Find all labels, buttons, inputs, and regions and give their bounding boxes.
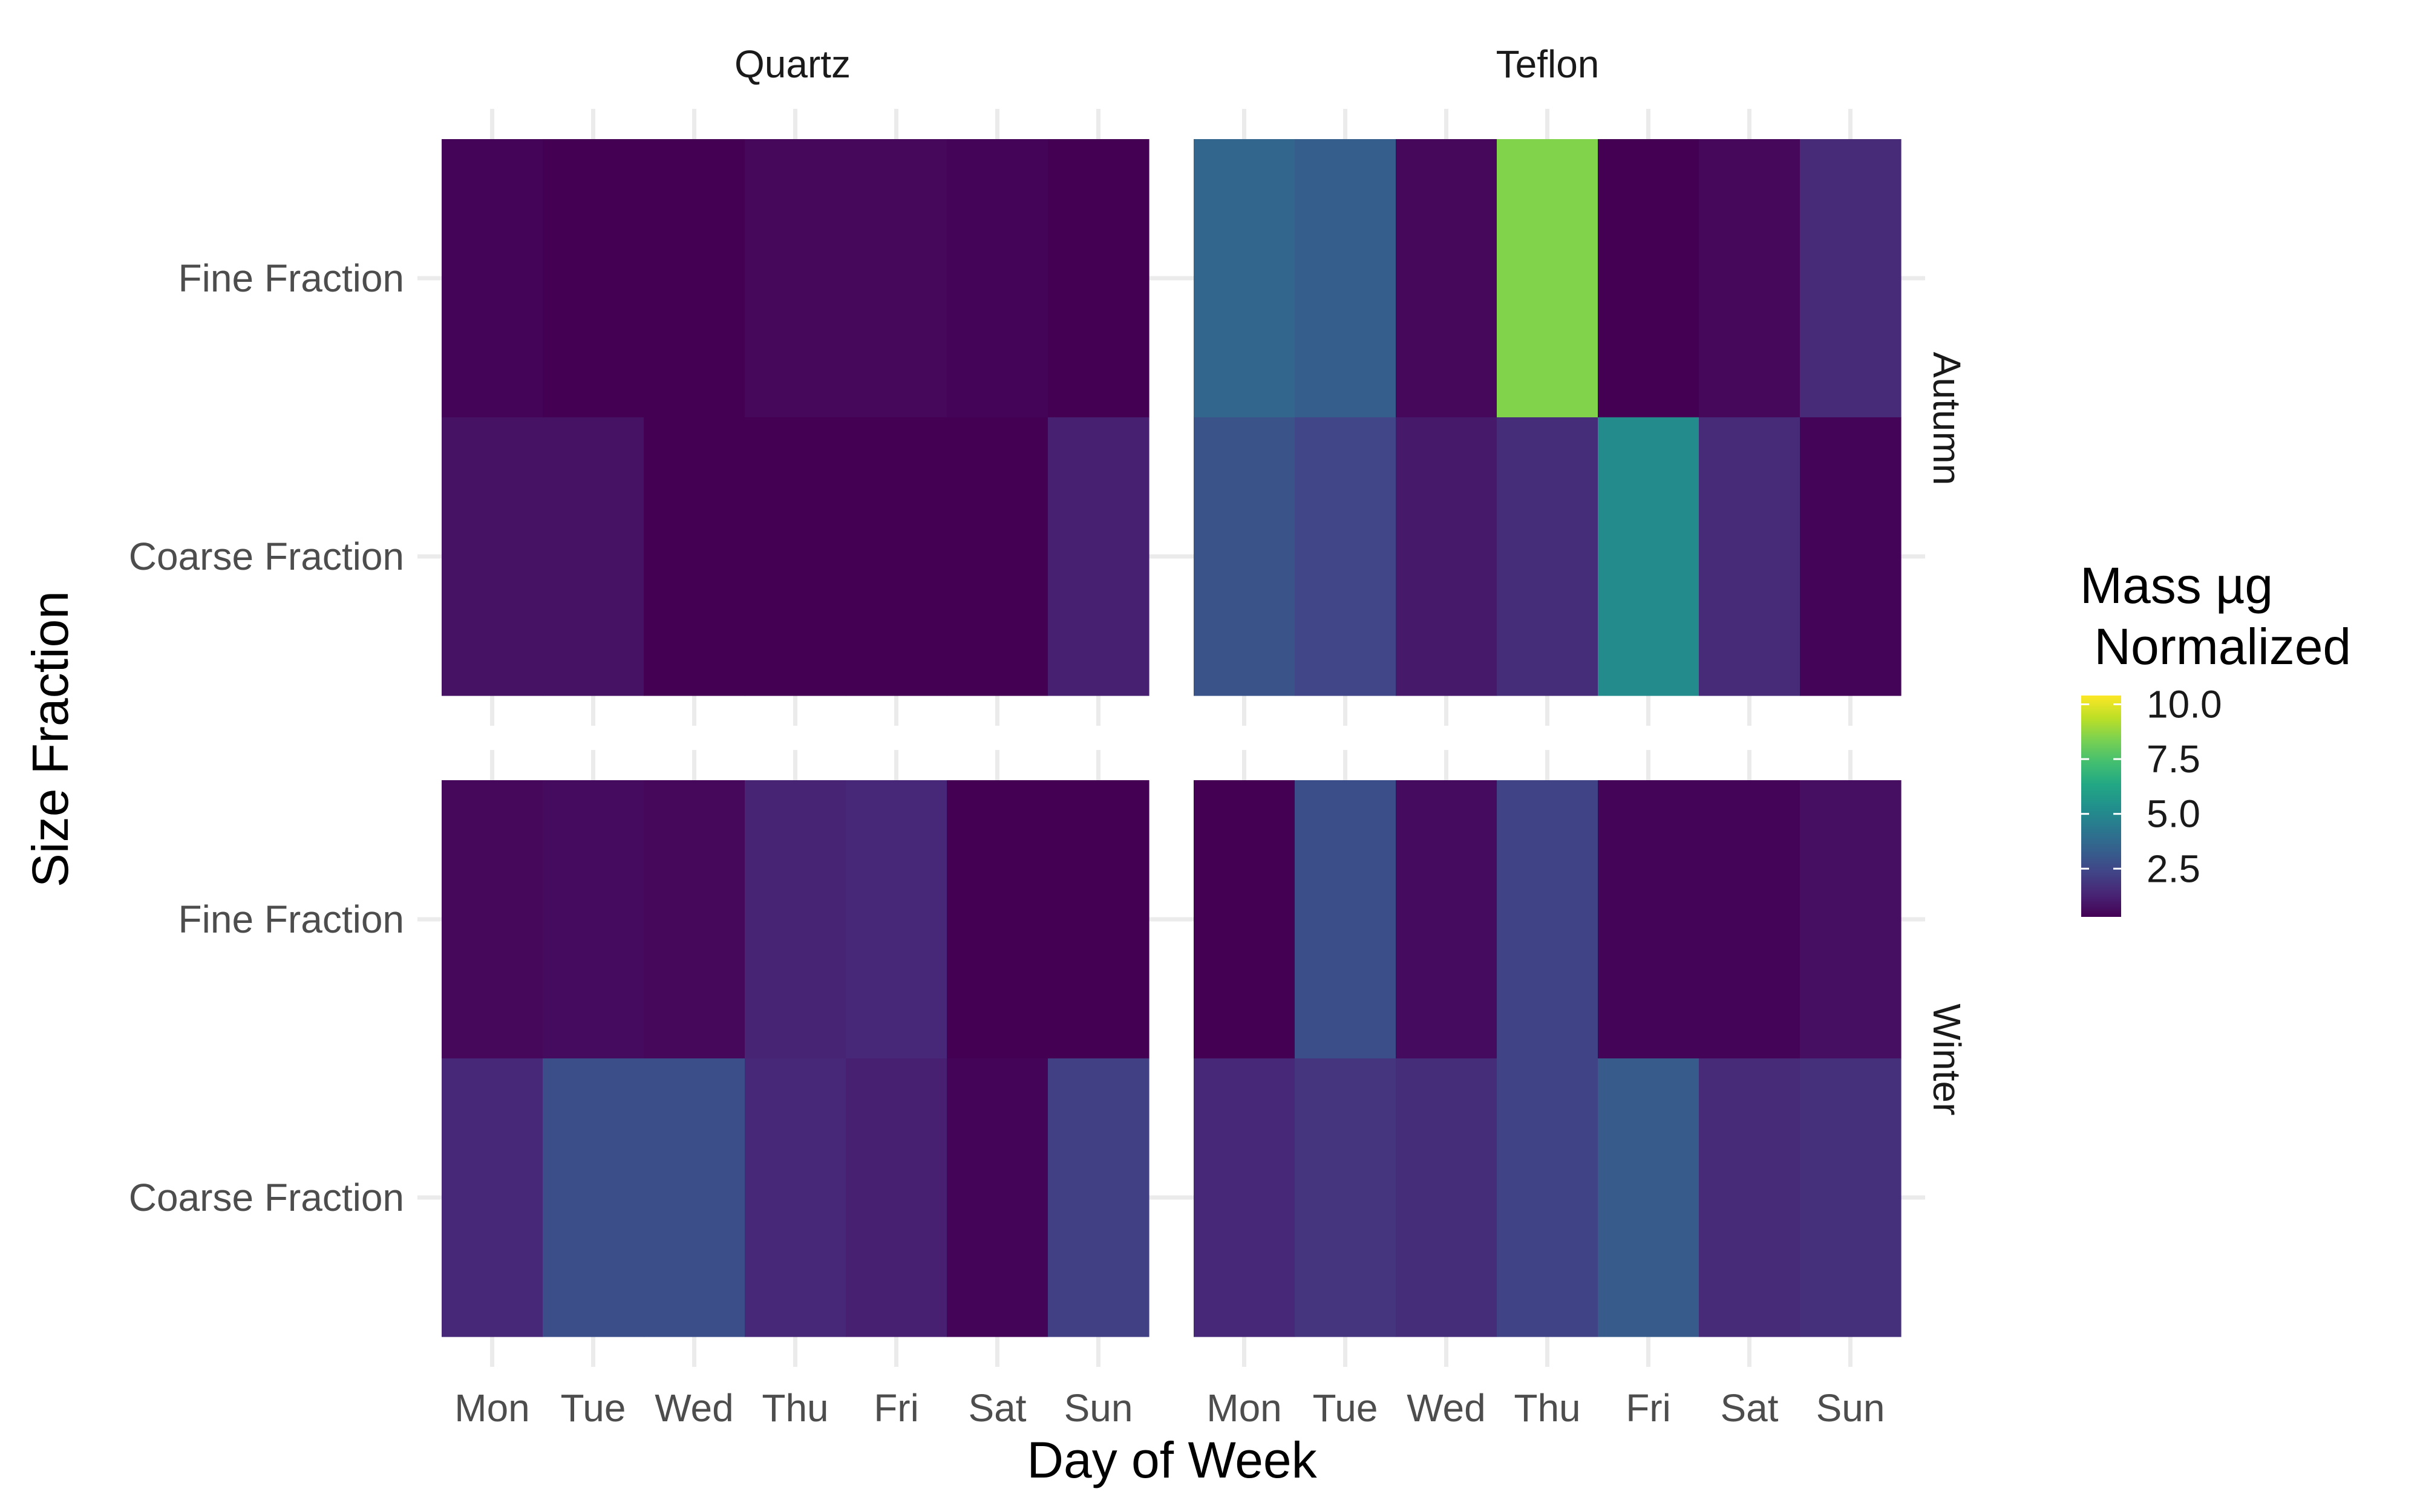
facet-label-winter: Winter	[1925, 1004, 1969, 1116]
heatmap-cell	[1194, 139, 1295, 418]
x-tick-label: Mon	[1206, 1386, 1282, 1430]
heatmap-cell	[1048, 417, 1150, 696]
heatmap-cell	[1048, 780, 1150, 1059]
heatmap-cell	[442, 780, 543, 1059]
heatmap-cell	[1194, 417, 1295, 696]
heatmap-cell	[846, 1058, 947, 1337]
x-tick-label: Sun	[1064, 1386, 1133, 1430]
y-tick-label: Fine Fraction	[178, 256, 404, 300]
x-tick-label: Thu	[1514, 1386, 1580, 1430]
y-tick-label: Coarse Fraction	[129, 535, 404, 578]
heatmap-cell	[846, 417, 947, 696]
legend-tick-label: 7.5	[2147, 737, 2200, 781]
x-tick-label: Sat	[1720, 1386, 1778, 1430]
heatmap-cell	[543, 417, 644, 696]
heatmap-cell	[442, 417, 543, 696]
heatmap-cell	[543, 139, 644, 418]
y-tick-labels: Fine Fraction Coarse Fraction Fine Fractio…	[129, 256, 404, 1219]
legend-tick-label: 10.0	[2147, 682, 2222, 726]
heatmap-cell	[1598, 417, 1699, 696]
heatmap-cell	[1598, 780, 1699, 1059]
heatmap-cell	[1295, 780, 1396, 1059]
x-tick-label: Sun	[1816, 1386, 1885, 1430]
y-axis-title: Size Fraction	[22, 591, 79, 887]
heatmap-cell	[644, 780, 745, 1059]
legend-title-line1: Mass µg	[2080, 557, 2273, 614]
facet-label-teflon: Teflon	[1496, 42, 1600, 86]
heatmap-cell	[442, 1058, 543, 1337]
heatmap-cell	[1699, 1058, 1800, 1337]
x-tick-label: Tue	[561, 1386, 626, 1430]
x-tick-label: Thu	[762, 1386, 828, 1430]
heatmap-cell	[1396, 417, 1497, 696]
heatmap-cell	[1497, 139, 1598, 418]
x-tick-label: Fri	[874, 1386, 919, 1430]
x-tick-label: Fri	[1626, 1386, 1671, 1430]
heatmap-cell	[1800, 780, 1902, 1059]
heatmap-cell	[1497, 417, 1598, 696]
heatmap-cell	[1396, 139, 1497, 418]
heatmap-cell	[846, 780, 947, 1059]
heatmap-cell	[644, 139, 745, 418]
heatmap-cell	[1800, 139, 1902, 418]
x-tick-label: Mon	[454, 1386, 530, 1430]
heatmap-cell	[947, 780, 1048, 1059]
heatmap-cell	[1396, 780, 1497, 1059]
legend-tick-label: 2.5	[2147, 847, 2200, 890]
y-tick-label: Coarse Fraction	[129, 1176, 404, 1219]
heatmap-cell	[1295, 417, 1396, 696]
heatmap-cell	[947, 417, 1048, 696]
x-tick-label: Wed	[1407, 1386, 1485, 1430]
heatmap-cells	[442, 139, 1902, 1337]
heatmap-cell	[1699, 417, 1800, 696]
heatmap-cell	[947, 139, 1048, 418]
y-tick-label: Fine Fraction	[178, 898, 404, 941]
heatmap-cell	[846, 139, 947, 418]
facet-label-autumn: Autumn	[1925, 352, 1969, 486]
heatmap-cell	[543, 1058, 644, 1337]
heatmap-cell	[543, 780, 644, 1059]
heatmap-cell	[947, 1058, 1048, 1337]
heatmap-cell	[745, 417, 846, 696]
heatmap-cell	[1800, 1058, 1902, 1337]
legend-ticks: 2.5 5.0 7.5 10.0	[2081, 682, 2222, 890]
facet-label-quartz: Quartz	[734, 42, 851, 86]
x-tick-label: Tue	[1313, 1386, 1378, 1430]
heatmap-cell	[1598, 1058, 1699, 1337]
heatmap-cell	[1699, 139, 1800, 418]
heatmap-cell	[1497, 1058, 1598, 1337]
heatmap-cell	[1194, 1058, 1295, 1337]
heatmap-cell	[1497, 780, 1598, 1059]
heatmap-cell	[1194, 780, 1295, 1059]
x-tick-label: Wed	[655, 1386, 733, 1430]
x-tick-label: Sat	[968, 1386, 1026, 1430]
x-axis-title: Day of Week	[1027, 1432, 1317, 1488]
heatmap-cell	[1295, 139, 1396, 418]
legend-title-line2: Normalized	[2080, 618, 2351, 675]
legend-tick-label: 5.0	[2147, 792, 2200, 836]
heatmap-cell	[644, 417, 745, 696]
heatmap-cell	[442, 139, 543, 418]
heatmap-cell	[1048, 1058, 1150, 1337]
heatmap-cell	[1396, 1058, 1497, 1337]
heatmap-cell	[745, 1058, 846, 1337]
heatmap-cell	[1598, 139, 1699, 418]
legend-colorbar	[2081, 696, 2121, 917]
legend: Mass µg Normalized 2.5 5.0 7.5 10.0	[2080, 557, 2351, 917]
heatmap-cell	[1800, 417, 1902, 696]
heatmap-cell	[1048, 139, 1150, 418]
heatmap-cell	[745, 780, 846, 1059]
heatmap-cell	[1295, 1058, 1396, 1337]
x-tick-labels: Mon Tue Wed Thu Fri Sat Sun Mon Tue Wed Thu Fri Sat S…	[454, 1386, 1885, 1430]
heatmap-cell	[644, 1058, 745, 1337]
heatmap-cell	[1699, 780, 1800, 1059]
heatmap-cell	[745, 139, 846, 418]
